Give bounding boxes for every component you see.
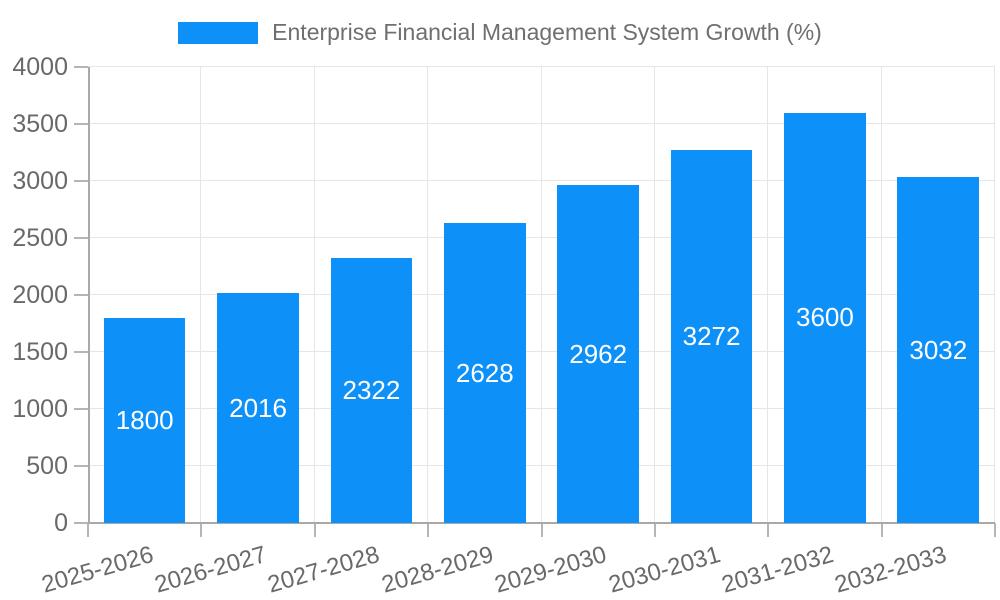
y-axis-tick — [74, 237, 88, 239]
y-axis-line — [88, 67, 90, 523]
gridline-horizontal — [88, 351, 995, 352]
x-axis-tick — [540, 523, 543, 537]
y-axis-tick-label: 4000 — [12, 53, 68, 81]
gridline-horizontal — [88, 408, 995, 409]
y-axis-tick — [74, 522, 88, 524]
chart-legend: Enterprise Financial Management System G… — [0, 19, 1000, 46]
gridline-horizontal — [88, 66, 995, 67]
y-axis-tick — [74, 408, 88, 410]
y-axis-tick — [74, 351, 88, 353]
bar[interactable]: 2962 — [557, 185, 639, 523]
y-axis-tick-label: 500 — [26, 452, 68, 480]
gridline-vertical — [313, 67, 315, 523]
y-axis-tick-label: 2500 — [12, 224, 68, 252]
y-axis-tick — [74, 294, 88, 296]
gridline-vertical — [200, 67, 202, 523]
gridline-vertical — [994, 67, 995, 523]
bar-value-label: 1800 — [115, 404, 174, 435]
bar-value-label: 2016 — [229, 392, 287, 423]
x-axis-tick — [427, 523, 430, 537]
legend-label: Enterprise Financial Management System G… — [272, 19, 822, 45]
bar-value-label: 2628 — [455, 357, 514, 388]
x-axis-line — [88, 522, 995, 524]
x-axis-tick — [994, 523, 996, 537]
bar[interactable]: 1800 — [103, 317, 186, 523]
bar-value-label: 2962 — [569, 338, 628, 369]
gridline-vertical — [880, 67, 882, 523]
gridline-horizontal — [88, 180, 995, 181]
y-axis-tick-label: 3000 — [12, 167, 68, 195]
legend-swatch — [178, 21, 259, 44]
y-axis-tick — [74, 465, 88, 467]
gridline-vertical — [540, 67, 542, 523]
y-axis-tick-label: 1500 — [12, 338, 68, 366]
x-axis-tick — [313, 523, 316, 537]
bar[interactable]: 2322 — [330, 258, 413, 523]
legend-item[interactable]: Enterprise Financial Management System G… — [178, 19, 822, 46]
x-axis-tick — [767, 523, 770, 537]
x-axis-tick — [87, 523, 89, 537]
gridline-vertical — [427, 67, 429, 523]
y-axis-tick-label: 3500 — [12, 110, 68, 138]
y-axis-tick-label: 2000 — [12, 281, 68, 309]
y-axis-tick — [74, 123, 88, 125]
bar-value-label: 2322 — [342, 375, 401, 406]
gridline-horizontal — [88, 294, 995, 295]
gridline-horizontal — [88, 237, 995, 238]
gridline-horizontal — [88, 123, 995, 124]
y-axis-tick-label: 1000 — [12, 395, 68, 423]
bar[interactable]: 2628 — [443, 223, 526, 523]
x-axis-tick — [200, 523, 203, 537]
bar-value-label: 3272 — [682, 320, 741, 351]
bar[interactable]: 2016 — [217, 293, 299, 523]
x-axis-tick — [880, 523, 883, 537]
y-axis-tick — [74, 66, 88, 68]
gridline-vertical — [767, 67, 769, 523]
bar[interactable]: 3600 — [784, 112, 866, 523]
x-axis-tick — [653, 523, 656, 537]
bar-value-label: 3600 — [796, 302, 854, 333]
gridline-horizontal — [88, 465, 995, 466]
y-axis-tick-label: 0 — [54, 509, 68, 537]
gridline-vertical — [653, 67, 655, 523]
bar-value-label: 3032 — [909, 334, 968, 365]
y-axis-tick — [74, 180, 88, 182]
bar[interactable]: 3032 — [897, 177, 980, 523]
bar[interactable]: 3272 — [670, 149, 753, 523]
